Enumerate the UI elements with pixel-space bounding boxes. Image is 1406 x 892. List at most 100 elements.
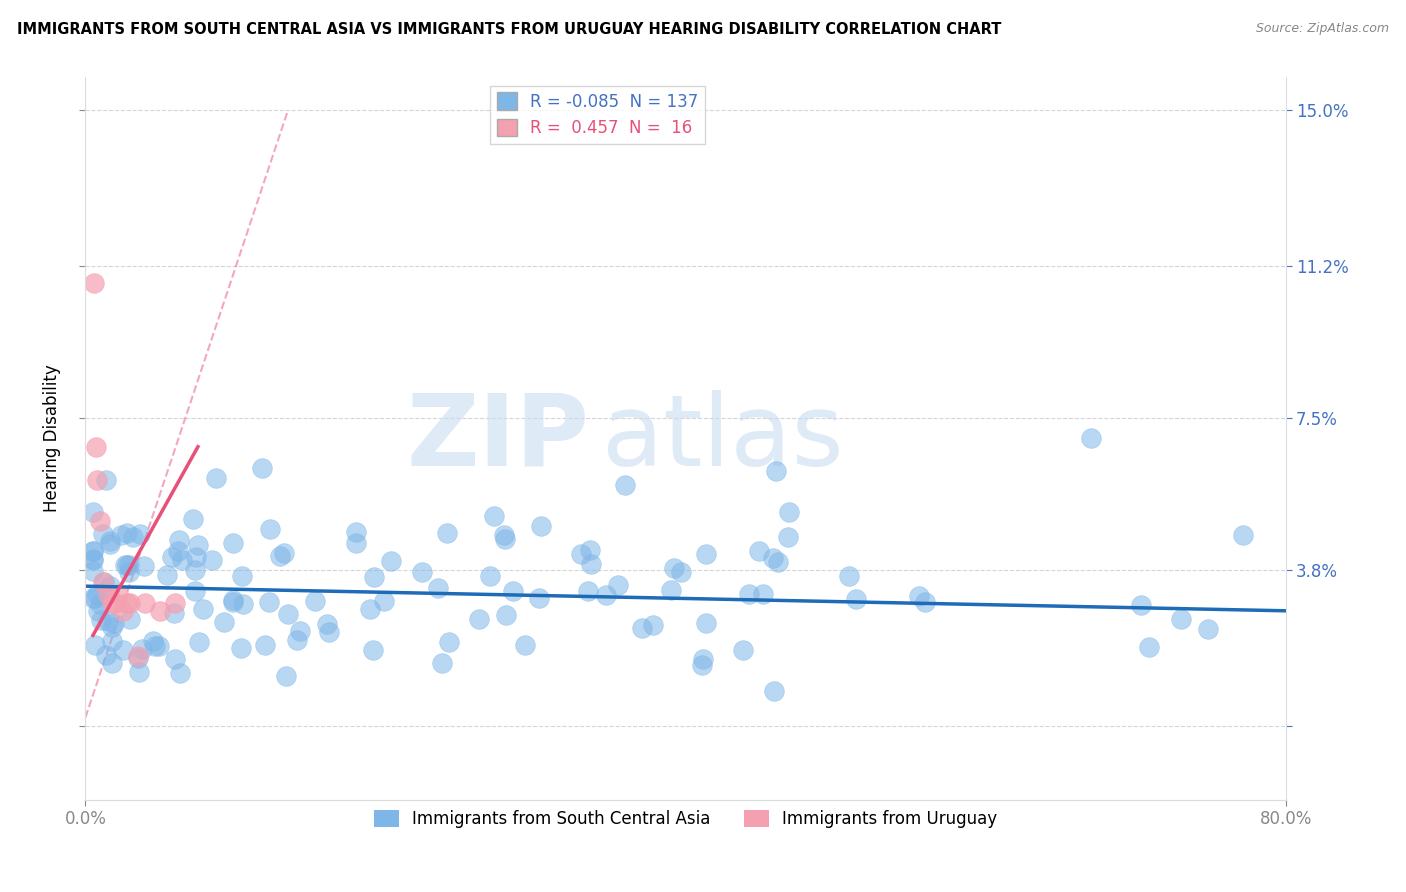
Point [166, 543, 188, 558]
Point [107, 587, 129, 601]
Point [778, 530, 800, 544]
Point [530, 518, 553, 533]
Point [93, 527, 115, 541]
Point [361, 642, 384, 657]
Point [184, 563, 207, 577]
Point [98, 579, 121, 593]
Point [204, 470, 226, 484]
Point [738, 587, 761, 601]
Point [231, 641, 253, 656]
Point [1232, 528, 1254, 542]
Point [82, 591, 104, 605]
Point [94, 648, 117, 663]
Point [569, 548, 592, 562]
Point [184, 550, 207, 565]
Point [222, 536, 245, 550]
Point [103, 616, 125, 631]
Point [411, 565, 433, 579]
Point [121, 530, 143, 544]
Point [222, 593, 245, 607]
Point [692, 652, 714, 666]
Point [315, 616, 337, 631]
Point [128, 665, 150, 679]
Point [89, 514, 111, 528]
Point [359, 601, 381, 615]
Point [160, 550, 183, 565]
Point [131, 642, 153, 657]
Point [87, 603, 110, 617]
Point [101, 633, 124, 648]
Point [748, 544, 770, 558]
Point [98, 537, 121, 551]
Point [845, 591, 868, 606]
Text: ZIP: ZIP [406, 390, 589, 487]
Point [232, 597, 254, 611]
Point [149, 604, 172, 618]
Point [695, 615, 717, 630]
Point [148, 639, 170, 653]
Point [766, 555, 789, 569]
Point [288, 624, 311, 638]
Point [733, 643, 755, 657]
Point [765, 464, 787, 478]
Point [380, 554, 402, 568]
Point [86, 473, 108, 487]
Point [94, 473, 117, 487]
Point [1137, 640, 1160, 654]
Point [252, 461, 274, 475]
Point [259, 595, 281, 609]
Point [90, 613, 112, 627]
Point [184, 584, 207, 599]
Point [659, 582, 682, 597]
Y-axis label: Hearing Disability: Hearing Disability [44, 365, 60, 512]
Point [110, 528, 132, 542]
Point [1197, 622, 1219, 636]
Point [344, 524, 367, 539]
Point [468, 612, 491, 626]
Point [495, 608, 517, 623]
Point [576, 584, 599, 599]
Text: atlas: atlas [602, 390, 844, 487]
Point [97, 587, 120, 601]
Point [426, 581, 449, 595]
Point [231, 569, 253, 583]
Point [502, 584, 524, 599]
Point [579, 543, 602, 558]
Point [165, 596, 187, 610]
Point [83, 591, 105, 605]
Point [117, 596, 139, 610]
Point [129, 527, 152, 541]
Point [114, 558, 136, 572]
Point [98, 534, 121, 549]
Point [82, 552, 104, 566]
Point [492, 527, 515, 541]
Text: Source: ZipAtlas.com: Source: ZipAtlas.com [1256, 22, 1389, 36]
Point [1080, 432, 1102, 446]
Point [318, 625, 340, 640]
Point [170, 552, 193, 566]
Point [93, 575, 115, 590]
Point [83, 638, 105, 652]
Point [690, 658, 713, 673]
Point [101, 620, 124, 634]
Point [222, 595, 245, 609]
Point [97, 614, 120, 628]
Point [127, 651, 149, 665]
Point [82, 564, 104, 578]
Point [100, 656, 122, 670]
Point [631, 621, 654, 635]
Point [763, 683, 786, 698]
Point [579, 558, 602, 572]
Point [513, 638, 536, 652]
Point [641, 618, 664, 632]
Point [695, 547, 717, 561]
Point [373, 593, 395, 607]
Point [83, 276, 105, 290]
Point [156, 568, 179, 582]
Point [436, 526, 458, 541]
Point [104, 596, 127, 610]
Point [93, 574, 115, 589]
Point [82, 544, 104, 558]
Point [120, 596, 142, 610]
Point [142, 633, 165, 648]
